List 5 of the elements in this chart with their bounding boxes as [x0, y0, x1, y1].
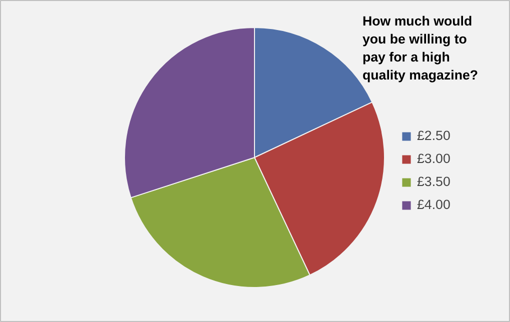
legend-label: £4.00: [417, 197, 450, 212]
legend-label: £2.50: [417, 128, 450, 143]
legend-label: £3.50: [417, 174, 450, 189]
text: How much would you be willing to pay for a high quality magazine?: [362, 14, 478, 82]
legend-label: £3.00: [417, 151, 450, 166]
